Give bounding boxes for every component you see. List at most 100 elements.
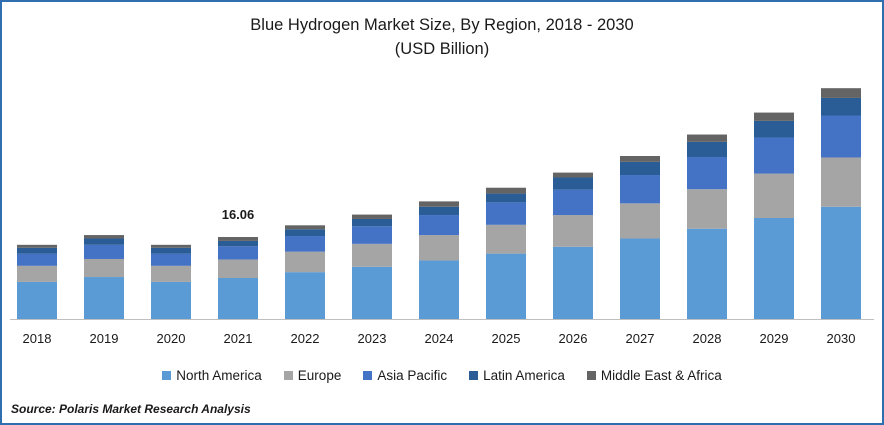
bar-segment-2023-asia-pacific [352,226,392,244]
bar-segment-2023-latin-america [352,218,392,227]
bar-segment-2026-europe [553,215,593,247]
bar-segment-2018-europe [17,265,57,282]
bar-segment-2021-europe [218,259,258,279]
bar-segment-2018-middle-east-africa [17,244,57,248]
bar-segment-2020-europe [151,265,191,282]
bar-segment-2022-north-america [285,272,325,319]
bar-segment-2027-asia-pacific [620,175,660,204]
legend-item-middle-east-africa: Middle East & Africa [586,368,722,383]
bar-segment-2023-north-america [352,266,392,319]
bar-segment-2027-latin-america [620,161,660,176]
legend-label: Asia Pacific [377,368,448,383]
bar-segment-2024-north-america [419,260,459,319]
bar-segment-2022-asia-pacific [285,236,325,252]
bar-segment-2025-north-america [486,253,526,319]
legend-label: Middle East & Africa [600,368,722,383]
stacked-bar-chart: 2018 2019 2020 2021 16.06 2022 2023 2024 2025 202… [10,88,874,346]
bar-segment-2024-europe [419,235,459,261]
bar-segment-2030-middle-east-africa [821,88,861,98]
x-tick-label: 2020 [157,331,186,346]
bar-segment-2026-north-america [553,246,593,319]
bar-segment-2018-asia-pacific [17,253,57,266]
legend-label: Europe [297,368,342,383]
x-tick-label: 2030 [827,331,856,346]
bar-segment-2030-north-america [821,206,861,319]
bar-segment-2019-north-america [84,277,124,319]
legend-item-europe: Europe [283,368,342,383]
bar-segment-2025-asia-pacific [486,202,526,225]
bar-segment-2018-north-america [17,281,57,319]
x-tick-label: 2026 [559,331,588,346]
legend-swatch [363,371,373,380]
legend-swatch [586,371,596,380]
x-tick-label: 2027 [626,331,655,346]
chart-title: Blue Hydrogen Market Size, By Region, 20… [250,16,634,34]
bar-segment-2028-middle-east-africa [687,134,727,142]
bar-segment-2022-latin-america [285,229,325,237]
bar-segment-2021-middle-east-africa [218,237,258,241]
bar-segment-2026-asia-pacific [553,189,593,216]
bar-segment-2020-north-america [151,281,191,319]
data-label-2021: 16.06 [222,207,255,222]
bar-segment-2029-europe [754,173,794,218]
bar-segment-2019-latin-america [84,238,124,245]
bar-segment-2026-middle-east-africa [553,172,593,178]
bar-segment-2018-latin-america [17,247,57,254]
bar-segment-2029-latin-america [754,120,794,138]
bar-segment-2028-asia-pacific [687,156,727,190]
x-tick-label: 2023 [358,331,387,346]
bar-segment-2020-latin-america [151,247,191,254]
legend-item-asia-pacific: Asia Pacific [363,368,447,383]
bar-segment-2027-middle-east-africa [620,156,660,162]
legend-swatch [469,371,479,380]
bar-segment-2021-latin-america [218,240,258,247]
source-note: Source: Polaris Market Research Analysis [11,402,251,416]
x-tick-label: 2022 [291,331,320,346]
bar-segment-2020-middle-east-africa [151,244,191,248]
bar-segment-2021-north-america [218,278,258,319]
x-tick-label: 2021 [224,331,253,346]
legend-item-north-america: North America [162,368,262,383]
legend-swatch [162,371,172,380]
bar-segment-2027-north-america [620,238,660,319]
legend-label: North America [176,368,262,383]
x-tick-label: 2018 [23,331,52,346]
bar-segment-2030-latin-america [821,97,861,116]
bar-segment-2029-asia-pacific [754,137,794,174]
bar-segment-2030-asia-pacific [821,115,861,158]
bar-segment-2023-middle-east-africa [352,214,392,219]
bar-segment-2019-europe [84,258,124,278]
bar-segment-2019-asia-pacific [84,244,124,259]
x-tick-label: 2028 [693,331,722,346]
bar-segment-2028-latin-america [687,141,727,157]
bar-segment-2025-middle-east-africa [486,187,526,194]
chart-legend: North America Europe Asia Pacific Latin Ame… [2,368,882,383]
bar-segment-2024-asia-pacific [419,215,459,236]
bar-segment-2022-middle-east-africa [285,225,325,230]
bar-segment-2025-europe [486,224,526,254]
bar-segment-2028-north-america [687,228,727,319]
bar-segment-2025-latin-america [486,193,526,203]
bar-segment-2028-europe [687,189,727,229]
legend-label: Latin America [483,368,565,383]
bar-segment-2029-middle-east-africa [754,112,794,121]
x-tick-label: 2025 [492,331,521,346]
bar-segment-2024-middle-east-africa [419,201,459,207]
bar-segment-2026-latin-america [553,177,593,190]
bar-segment-2022-europe [285,251,325,273]
x-tick-label: 2029 [760,331,789,346]
legend-swatch [283,371,293,380]
legend-item-latin-america: Latin America [469,368,565,383]
bar-segment-2029-north-america [754,217,794,319]
bar-segment-2021-asia-pacific [218,246,258,260]
x-tick-label: 2019 [90,331,119,346]
bar-segment-2023-europe [352,243,392,267]
chart-subtitle: (USD Billion) [394,40,490,58]
bar-segment-2024-latin-america [419,206,459,216]
bar-segment-2020-asia-pacific [151,253,191,266]
bar-segment-2030-europe [821,157,861,207]
bar-segment-2019-middle-east-africa [84,235,124,239]
bar-segment-2027-europe [620,203,660,239]
x-tick-label: 2024 [425,331,454,346]
